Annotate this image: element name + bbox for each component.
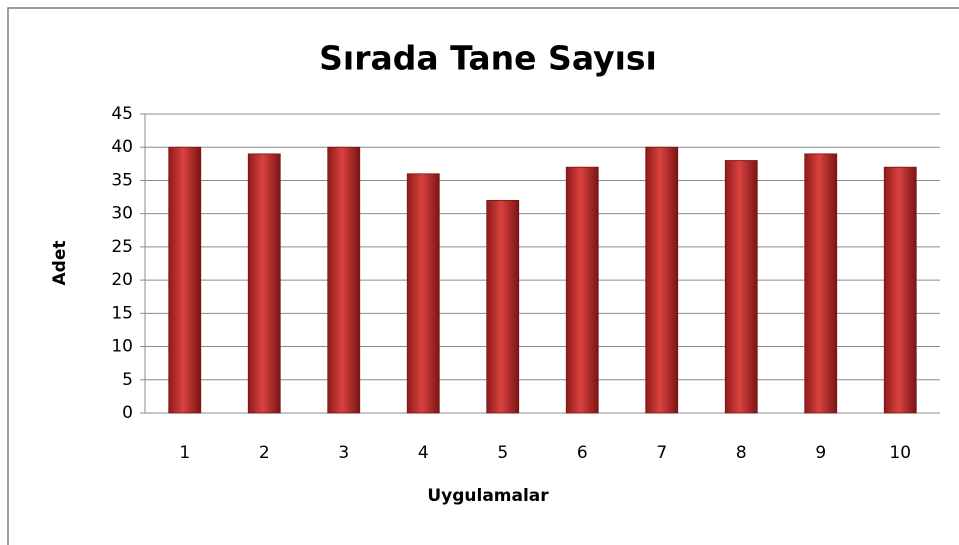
bar — [247, 153, 281, 414]
x-tick-label: 1 — [179, 443, 190, 463]
y-tick-label: 15 — [111, 303, 133, 323]
x-axis-label: Uygulamalar — [427, 486, 549, 506]
bar — [565, 166, 599, 414]
x-tick-label: 7 — [656, 443, 667, 463]
y-tick-label: 5 — [122, 370, 133, 390]
x-tick-label: 10 — [889, 443, 911, 463]
x-tick-label: 4 — [418, 443, 429, 463]
y-tick-label: 20 — [111, 270, 133, 290]
chart-title: Sırada Tane Sayısı — [319, 39, 657, 78]
bar — [168, 146, 202, 414]
x-tick-label: 3 — [338, 443, 349, 463]
bar — [406, 173, 440, 414]
x-tick-label: 9 — [815, 443, 826, 463]
bar — [804, 153, 838, 414]
bar — [724, 160, 758, 414]
y-tick-label: 0 — [122, 403, 133, 423]
x-tick-label: 6 — [577, 443, 588, 463]
chart-frame — [7, 7, 959, 545]
bar — [327, 146, 361, 414]
y-axis-label: Adet — [50, 241, 70, 286]
y-tick-label: 40 — [111, 137, 133, 157]
y-tick-label: 25 — [111, 237, 133, 257]
bar — [486, 199, 520, 414]
y-tick-label: 10 — [111, 337, 133, 357]
x-tick-label: 8 — [736, 443, 747, 463]
bar — [883, 166, 917, 414]
y-tick-label: 30 — [111, 204, 133, 224]
bar — [645, 146, 679, 414]
y-tick-label: 45 — [111, 104, 133, 124]
x-tick-label: 5 — [497, 443, 508, 463]
y-tick-label: 35 — [111, 170, 133, 190]
x-tick-label: 2 — [259, 443, 270, 463]
